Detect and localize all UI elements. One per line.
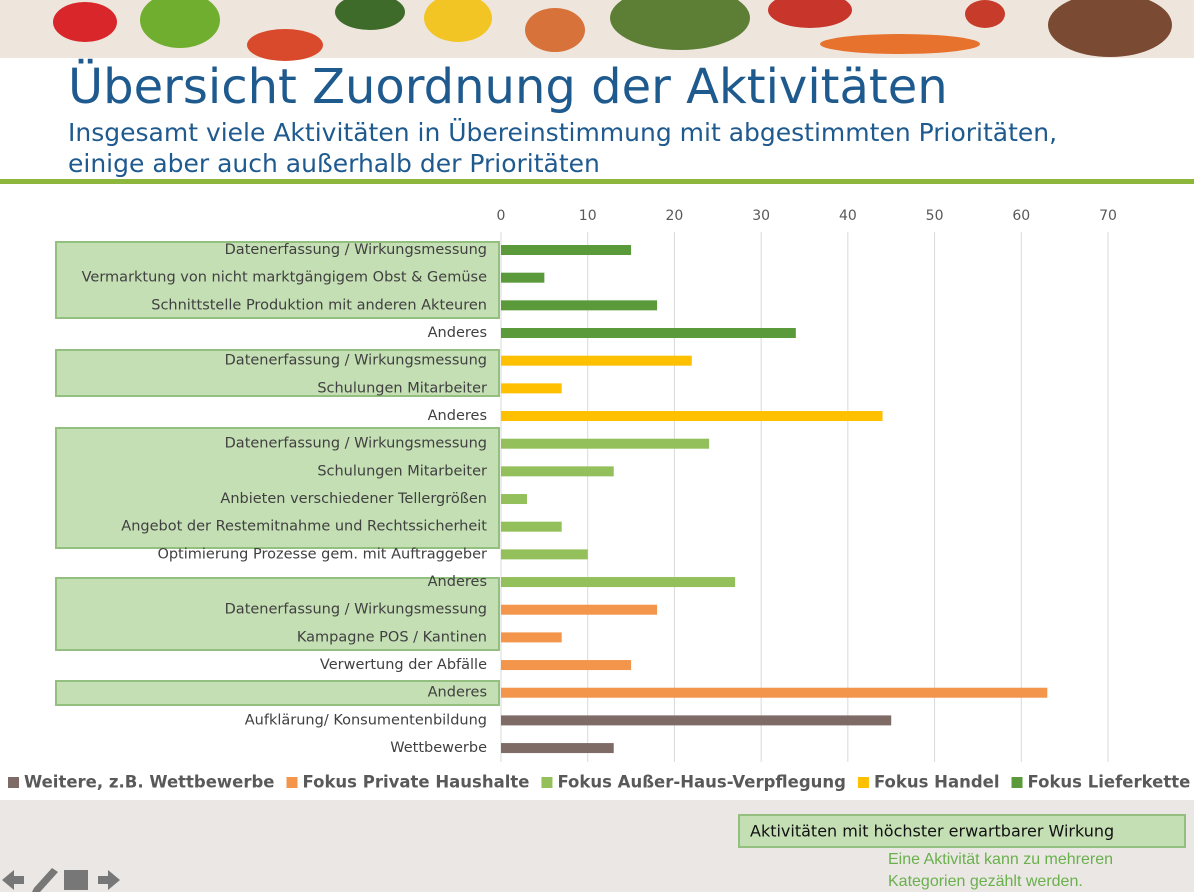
y-tick-label: Datenerfassung / Wirkungsmessung [225,242,487,258]
y-tick-label: Anderes [428,408,487,424]
y-tick-label: Schulungen Mitarbeiter [317,463,487,479]
nav-icons[interactable] [2,868,120,892]
y-tick-label: Datenerfassung / Wirkungsmessung [225,602,487,618]
x-tick-label: 60 [1012,208,1030,224]
slide-title: Übersicht Zuordnung der Aktivitäten [68,59,948,115]
y-tick-label: Schnittstelle Produktion mit anderen Akt… [151,297,487,313]
annotation: Aktivitäten mit höchster erwartbarer Wir… [750,822,1114,841]
y-tick-label: Schulungen Mitarbeiter [317,380,487,396]
y-tick-label: Wettbewerbe [390,740,487,756]
y-tick-label: Optimierung Prozesse gem. mit Auftraggeb… [157,546,487,562]
highlights [55,241,500,706]
y-tick-label: Anbieten verschiedener Tellergrößen [220,491,487,507]
bar [501,466,614,477]
legend-label: Fokus Handel [874,773,1000,792]
bar [501,743,614,754]
legend-swatch [857,777,869,788]
bar [501,300,658,311]
y-tick-label: Datenerfassung / Wirkungsmessung [225,436,487,452]
y-tick-label: Kampagne POS / Kantinen [297,629,487,645]
legend-label: Fokus Private Haushalte [303,773,530,792]
bar [501,272,545,283]
bar [501,660,632,671]
y-tick-label: Verwertung der Abfälle [320,657,487,673]
bar [501,411,883,422]
bar [501,521,562,532]
x-tick-label: 50 [926,208,944,224]
y-tick-label: Anderes [428,574,487,590]
legend-label: Fokus Lieferkette / Produktion [1028,773,1194,792]
x-tick-label: 30 [752,208,770,224]
divider [0,179,1194,184]
bar [501,715,892,726]
legend-label: Fokus Außer-Haus-Verpflegung [557,773,845,792]
bar [501,549,588,560]
legend-swatch [286,777,298,788]
bar [501,604,658,615]
bar [501,245,632,255]
x-tick-label: 20 [666,208,684,224]
legend-label: Weitere, z.B. Wettbewerbe [24,773,275,792]
legend-swatch [1011,777,1023,788]
y-tick-label: Anderes [428,325,487,341]
bar [501,355,692,366]
bar [501,328,796,339]
bar [501,383,562,394]
subtitle: Insgesamt viele Aktivitäten in Übereinst… [68,118,1057,147]
y-tick-label: Vermarktung von nicht marktgängigem Obst… [82,270,487,286]
legend-swatch [8,777,19,788]
bar [501,438,710,449]
annotation-box [738,814,1186,848]
y-tick-label: Anderes [428,685,487,701]
bar [501,494,528,505]
plot: 0 10 20 30 40 50 60 70 Datenerfassung / Wirkungs… [8,208,1194,792]
legend-swatch [541,777,553,788]
note: Kategorien gezählt werden. [888,873,1083,890]
subtitle: einige aber auch außerhalb der Priorität… [68,149,600,178]
bar [501,632,562,643]
x-tick-label: 10 [579,208,597,224]
y-tick-label: Aufklärung/ Konsumentenbildung [245,712,487,728]
bar [501,577,736,588]
x-tick-label: 70 [1099,208,1117,224]
y-tick-label: Datenerfassung / Wirkungsmessung [225,353,487,369]
x-tick-label: 40 [839,208,857,224]
x-tick-label: 0 [497,208,506,224]
y-tick-label: Angebot der Restemitnahme und Rechtssich… [121,519,487,535]
note: Eine Aktivität kann zu mehreren [888,851,1113,868]
vegetables [53,0,1172,61]
bar [501,687,1048,698]
